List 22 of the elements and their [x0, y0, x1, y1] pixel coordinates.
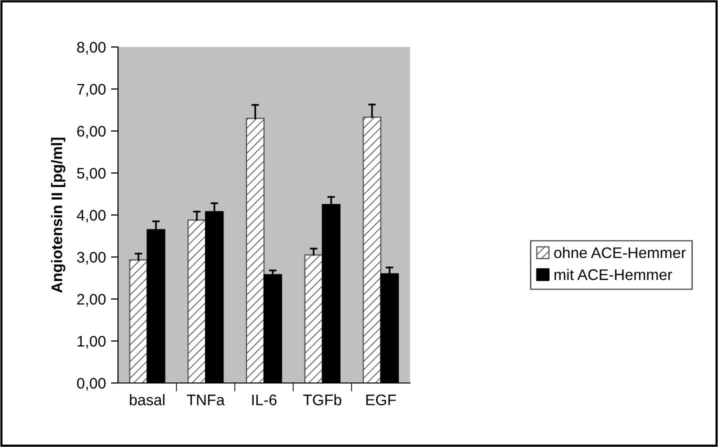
- y-tick-label: 2,00: [77, 294, 106, 306]
- y-tick-label: 0,00: [77, 378, 106, 390]
- y-tick-label: 7,00: [77, 84, 106, 96]
- y-tick-label: 4,00: [76, 210, 106, 222]
- x-tick-label: IL-6: [252, 394, 276, 406]
- bar: [304, 254, 323, 383]
- bar: [362, 116, 382, 383]
- y-tick-label: 1,00: [78, 336, 106, 348]
- bar: [129, 259, 148, 383]
- legend-label: mit ACE-Hemmer: [554, 268, 672, 280]
- y-tick-label: 3,00: [77, 252, 106, 264]
- x-tick-label: basal: [130, 394, 164, 406]
- x-tick-label: TGFb: [303, 394, 342, 406]
- x-tick-label: TNFa: [186, 394, 225, 406]
- bar: [246, 118, 265, 383]
- legend-label: ohne ACE-Hemmer: [554, 246, 686, 258]
- x-tick-label: EGF: [366, 394, 396, 406]
- y-tick-label: 5,00: [77, 168, 106, 180]
- bar: [188, 219, 206, 383]
- y-tick-label: 8,00: [77, 42, 106, 54]
- y-axis-title: Angiotensin II [pg/ml]: [51, 138, 66, 293]
- y-tick-label: 6,00: [77, 126, 106, 138]
